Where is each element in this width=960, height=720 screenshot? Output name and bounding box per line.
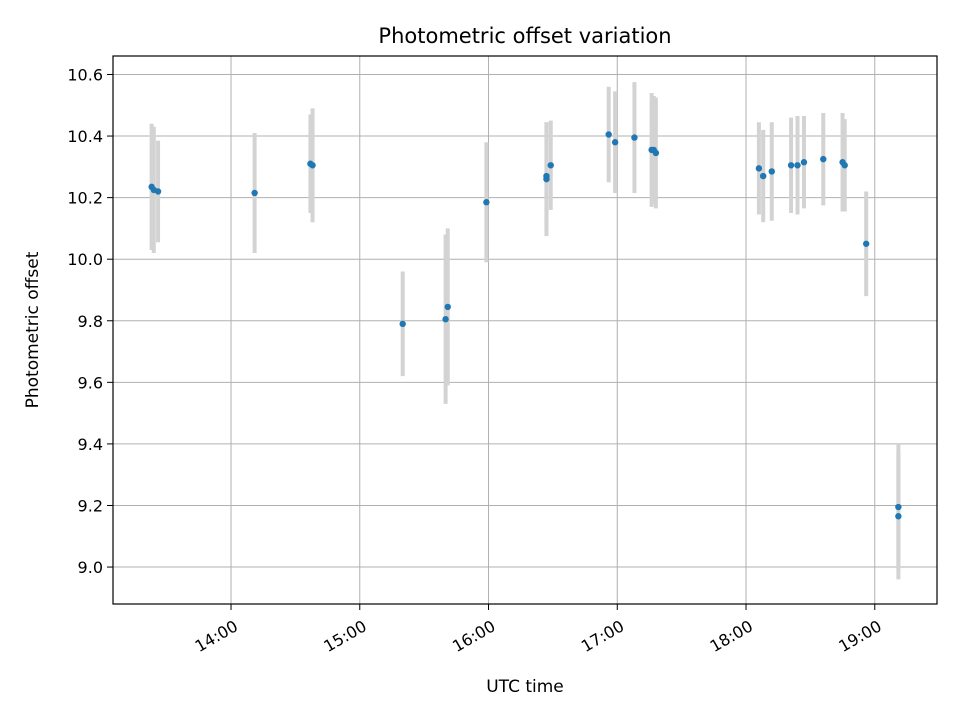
y-tick-label: 9.2	[78, 496, 103, 515]
y-tick-label: 9.6	[78, 373, 103, 392]
data-point	[444, 303, 451, 311]
data-point	[787, 162, 795, 169]
y-tick-label: 10.4	[67, 127, 103, 146]
data-point	[154, 188, 162, 195]
data-point	[895, 513, 902, 520]
x-axis-ticks: 14:00 15:00 16:00 17:00 18:00 19:00	[192, 604, 885, 656]
y-tick-label: 10.2	[67, 189, 103, 208]
data-point	[483, 199, 490, 206]
data-point	[794, 162, 801, 169]
y-axis-label: Photometric offset	[23, 251, 43, 408]
error-bars	[149, 82, 901, 580]
x-tick-label: 14:00	[192, 616, 241, 656]
y-tick-label: 10.0	[67, 250, 103, 269]
x-axis-label: UTC time	[486, 677, 564, 697]
y-axis-ticks: 9.0 9.2 9.4 9.6 9.8 10.0 10.2 10.4 10.6	[67, 65, 113, 577]
grid	[113, 56, 937, 604]
chart-title: Photometric offset variation	[378, 24, 671, 48]
data-point	[605, 131, 612, 138]
data-point	[399, 320, 406, 328]
y-tick-label: 10.6	[67, 65, 103, 84]
data-point	[309, 162, 316, 169]
data-point	[768, 168, 775, 175]
plot-frame	[112, 55, 938, 605]
x-tick-label: 15:00	[320, 616, 369, 656]
data-point	[841, 162, 848, 169]
data-point	[895, 503, 902, 511]
data-point	[547, 162, 554, 169]
data-point	[611, 139, 619, 146]
y-tick-label: 9.8	[78, 312, 103, 331]
data-point	[631, 134, 638, 141]
data-point	[442, 316, 449, 323]
data-point	[543, 172, 550, 180]
x-tick-label: 16:00	[449, 616, 498, 656]
x-tick-label: 19:00	[835, 616, 884, 656]
data-points	[148, 131, 902, 520]
data-point	[759, 172, 767, 180]
y-tick-label: 9.4	[78, 435, 103, 454]
data-point	[800, 159, 808, 166]
x-tick-label: 18:00	[707, 616, 756, 656]
data-point	[820, 155, 827, 163]
y-tick-label: 9.0	[78, 558, 103, 577]
data-point	[862, 240, 870, 247]
data-point	[755, 165, 763, 172]
data-point	[652, 149, 660, 157]
x-tick-label: 17:00	[578, 616, 627, 656]
data-point	[251, 189, 258, 197]
